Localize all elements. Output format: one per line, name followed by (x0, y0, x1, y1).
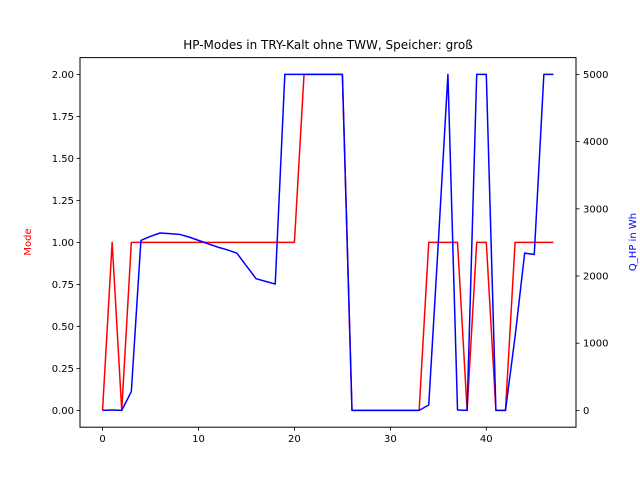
series-line-mode (101, 73, 554, 412)
series-line-q-hp (102, 73, 554, 412)
right-y-axis-label: Q_HP in Wh (628, 213, 639, 271)
y-right-tick-label: 4000 (583, 137, 608, 148)
y-left-tick-label: 0.50 (52, 322, 74, 333)
y-right-tick-label: 2000 (583, 272, 608, 283)
y-right-tick-label: 1000 (583, 339, 608, 350)
left-y-axis-label: Mode (23, 228, 34, 255)
y-right-tick-label: 3000 (583, 204, 608, 215)
x-tick-label: 40 (480, 434, 493, 445)
right-y-axis-ticks: 0 1000 2000 3000 4000 5000 (576, 70, 608, 417)
y-left-tick-label: 2.00 (52, 70, 74, 81)
left-y-axis-ticks: 0.00 0.25 0.50 0.75 1.00 1.25 1.50 1.75 2.00 (52, 70, 80, 417)
y-left-tick-label: 0.75 (52, 280, 74, 291)
x-tick-label: 0 (99, 434, 105, 445)
y-right-tick-label: 5000 (583, 70, 608, 81)
y-left-tick-label: 1.50 (52, 154, 74, 165)
plot-frame (79, 57, 577, 428)
x-tick-label: 10 (192, 434, 205, 445)
chart-title: HP-Modes in TRY-Kalt ohne TWW, Speicher:… (183, 38, 473, 52)
x-axis-ticks: 0 10 20 30 40 (99, 427, 493, 445)
x-tick-label: 20 (288, 434, 301, 445)
y-left-tick-label: 0.00 (52, 406, 74, 417)
y-left-tick-label: 1.25 (52, 196, 74, 207)
y-right-tick-label: 0 (583, 406, 589, 417)
x-tick-label: 30 (384, 434, 397, 445)
y-left-tick-label: 0.25 (52, 364, 74, 375)
y-left-tick-label: 1.00 (52, 238, 74, 249)
y-left-tick-label: 1.75 (52, 112, 74, 123)
plot-area (101, 73, 554, 412)
